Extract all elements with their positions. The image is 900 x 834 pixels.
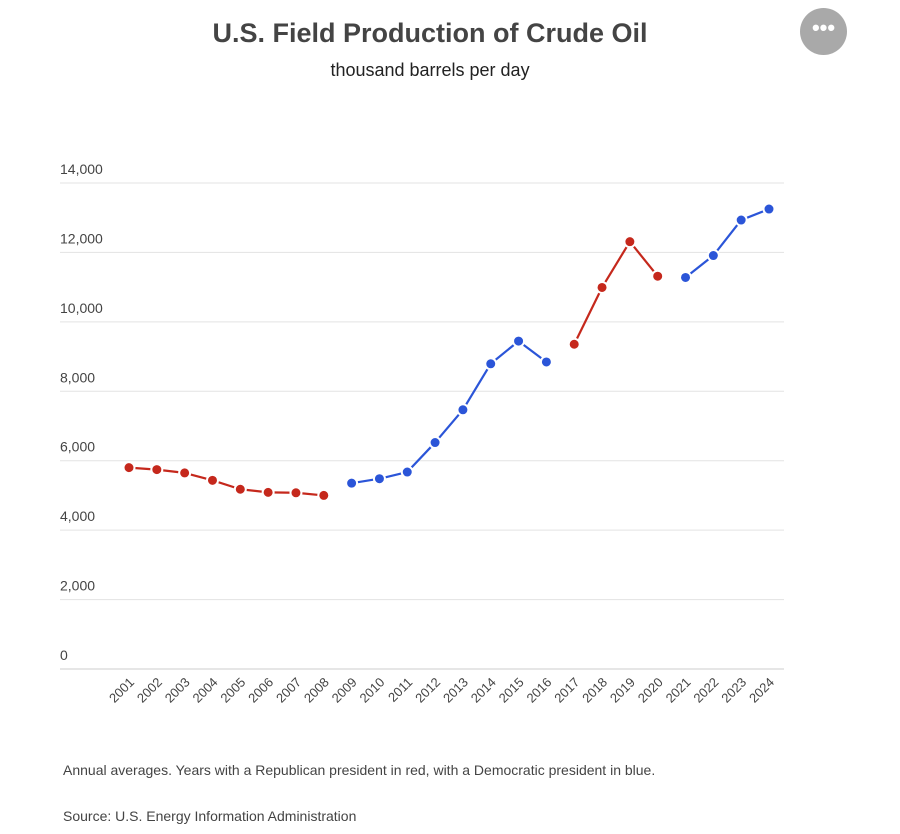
data-point-2015: [512, 334, 526, 348]
data-point-2024: [762, 202, 776, 216]
data-point-2002: [150, 463, 164, 477]
x-tick-label: 2017: [551, 675, 582, 706]
y-tick-label: 0: [60, 647, 68, 663]
data-point-2018: [595, 280, 609, 294]
x-tick-label: 2006: [245, 675, 276, 706]
x-tick-label: 2003: [162, 675, 193, 706]
data-point-2017: [567, 337, 581, 351]
x-tick-label: 2015: [496, 675, 527, 706]
chart-source: Source: U.S. Energy Information Administ…: [63, 808, 357, 824]
chart-title: U.S. Field Production of Crude Oil: [212, 18, 648, 48]
y-tick-label: 6,000: [60, 439, 95, 455]
data-point-2009: [345, 476, 359, 490]
data-point-2023: [734, 213, 748, 227]
data-point-2010: [372, 472, 386, 486]
y-tick-label: 10,000: [60, 300, 103, 316]
x-tick-label: 2014: [468, 675, 499, 706]
x-tick-label: 2008: [301, 675, 332, 706]
series-line-segment: [601, 241, 631, 289]
series-line-segment: [406, 441, 436, 473]
x-tick-label: 2009: [329, 675, 360, 706]
series-line-segment: [629, 240, 659, 277]
data-point-2011: [400, 465, 414, 479]
series-line-segment: [461, 363, 492, 411]
x-tick-label: 2022: [690, 675, 721, 706]
x-tick-label: 2016: [523, 675, 554, 706]
x-tick-label: 2024: [746, 675, 777, 706]
x-tick-label: 2020: [635, 675, 666, 706]
y-tick-label: 12,000: [60, 230, 103, 246]
more-options-button[interactable]: •••: [800, 8, 847, 55]
x-tick-label: 2013: [440, 675, 471, 706]
more-horizontal-icon: •••: [811, 15, 836, 40]
data-point-2007: [289, 486, 303, 500]
series-line-segment: [573, 286, 604, 345]
data-point-2014: [484, 357, 498, 371]
y-tick-label: 14,000: [60, 161, 103, 177]
x-tick-label: 2002: [134, 675, 165, 706]
chart-subtitle: thousand barrels per day: [330, 60, 530, 80]
x-tick-label: 2004: [190, 675, 221, 706]
chart-caption: Annual averages. Years with a Republican…: [63, 762, 656, 778]
series-line-segment: [434, 409, 464, 444]
data-point-2004: [205, 473, 219, 487]
data-point-2001: [122, 461, 136, 475]
data-point-2020: [651, 269, 665, 283]
y-tick-label: 2,000: [60, 578, 95, 594]
x-tick-label: 2001: [106, 675, 137, 706]
data-point-2013: [456, 403, 470, 417]
data-point-2005: [233, 482, 247, 496]
data-point-2019: [623, 235, 637, 249]
x-tick-label: 2011: [385, 675, 415, 705]
x-tick-label: 2018: [579, 675, 610, 706]
data-point-2003: [178, 466, 192, 480]
data-point-2021: [679, 270, 693, 284]
x-tick-label: 2019: [607, 675, 638, 706]
x-tick-label: 2012: [412, 675, 443, 706]
series-line-segment: [712, 219, 743, 257]
y-tick-label: 4,000: [60, 508, 95, 524]
line-chart: 0 2,000 4,000 6,000 8,000 10,000 12,000 14,000 2…: [60, 161, 784, 706]
x-tick-label: 2021: [663, 675, 694, 706]
data-point-2022: [706, 249, 720, 263]
data-point-2016: [539, 355, 553, 369]
y-tick-label: 8,000: [60, 369, 95, 385]
x-tick-label: 2010: [356, 675, 387, 706]
data-point-2006: [261, 485, 275, 499]
data-point-2008: [317, 488, 331, 502]
data-point-2012: [428, 436, 442, 450]
x-tick-label: 2007: [273, 675, 304, 706]
x-tick-label: 2023: [718, 675, 749, 706]
x-tick-label: 2005: [217, 675, 248, 706]
